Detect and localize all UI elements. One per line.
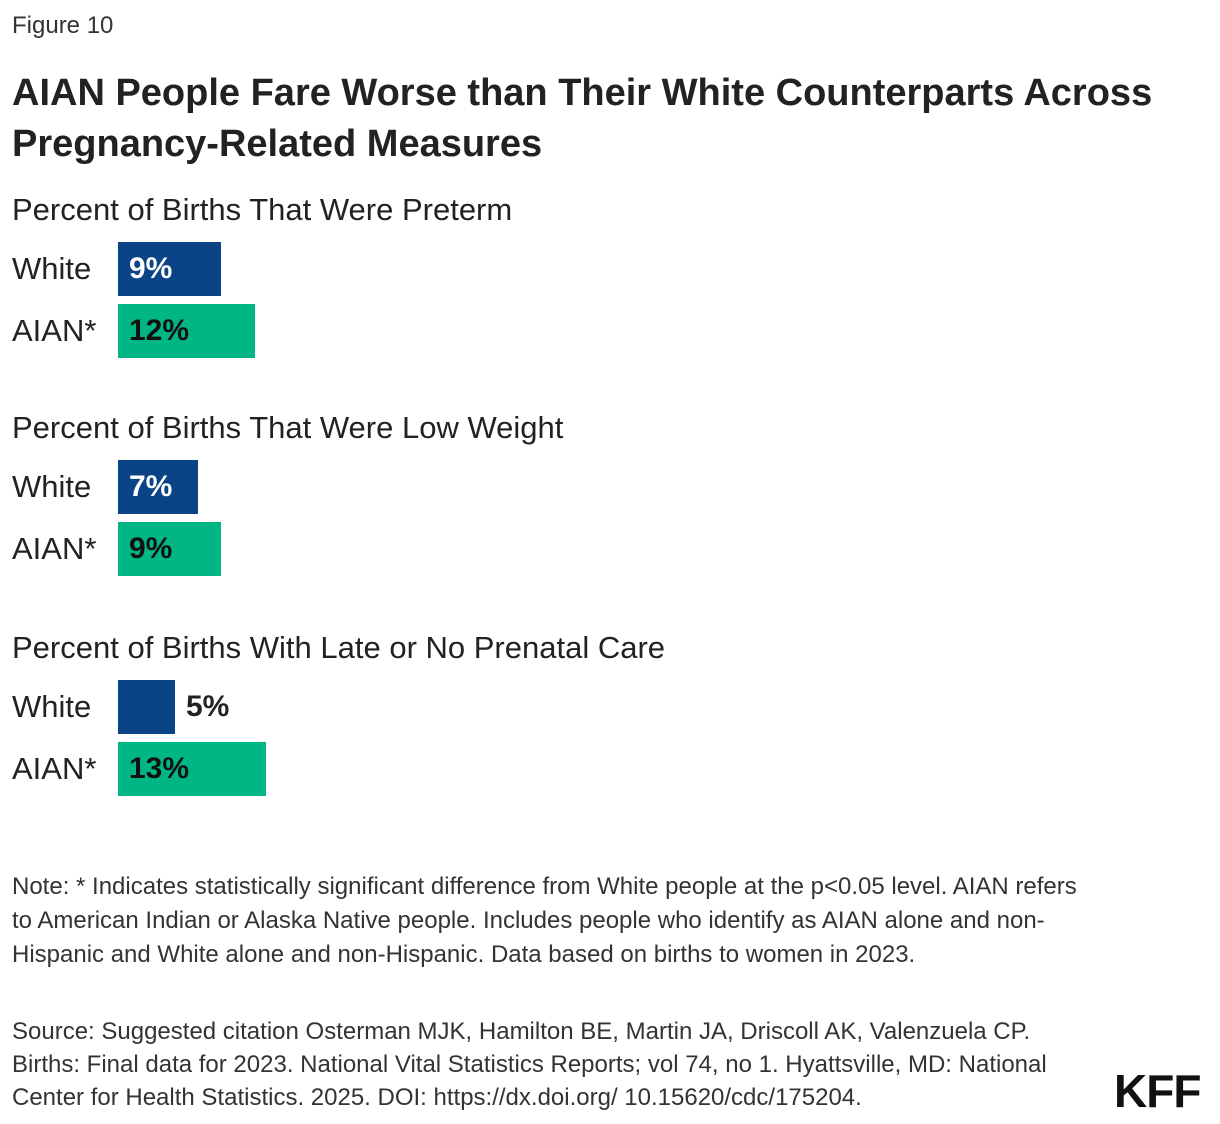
panel-title: Percent of Births With Late or No Prenat… — [12, 630, 666, 665]
kff-logo: KFF — [1114, 1065, 1201, 1117]
category-label-aian: AIAN* — [12, 751, 97, 786]
bar-white — [118, 680, 175, 734]
category-label-white: White — [12, 689, 92, 724]
category-label-aian: AIAN* — [12, 313, 97, 348]
chart-source: Source: Suggested citation Osterman MJK,… — [12, 1018, 1047, 1111]
chart-title: AIAN People Fare Worse than Their White … — [12, 72, 1153, 165]
bar-white — [118, 460, 198, 514]
chart-panel-prenatal-care: Percent of Births With Late or No Prenat… — [12, 630, 1212, 800]
data-label-aian: 12% — [129, 314, 190, 347]
bar-aian — [118, 522, 221, 576]
figure-label: Figure 10 — [12, 12, 114, 39]
panel-title: Percent of Births That Were Low Weight — [12, 410, 564, 445]
data-label-white: 5% — [186, 690, 230, 723]
data-label-aian: 13% — [129, 752, 190, 785]
bar-white — [118, 242, 221, 296]
chart-panel-preterm: Percent of Births That Were Preterm Whit… — [12, 192, 1212, 362]
chart-note: Note: * Indicates statistically signific… — [12, 873, 1077, 968]
category-label-aian: AIAN* — [12, 531, 97, 566]
data-label-aian: 9% — [129, 532, 173, 565]
bar-aian — [118, 304, 255, 358]
bar-aian — [118, 742, 266, 796]
category-label-white: White — [12, 251, 92, 286]
data-label-white: 9% — [129, 252, 173, 285]
chart-panel-low-weight: Percent of Births That Were Low Weight W… — [12, 410, 1212, 580]
panel-title: Percent of Births That Were Preterm — [12, 192, 513, 227]
data-label-white: 7% — [129, 470, 173, 503]
category-label-white: White — [12, 469, 92, 504]
